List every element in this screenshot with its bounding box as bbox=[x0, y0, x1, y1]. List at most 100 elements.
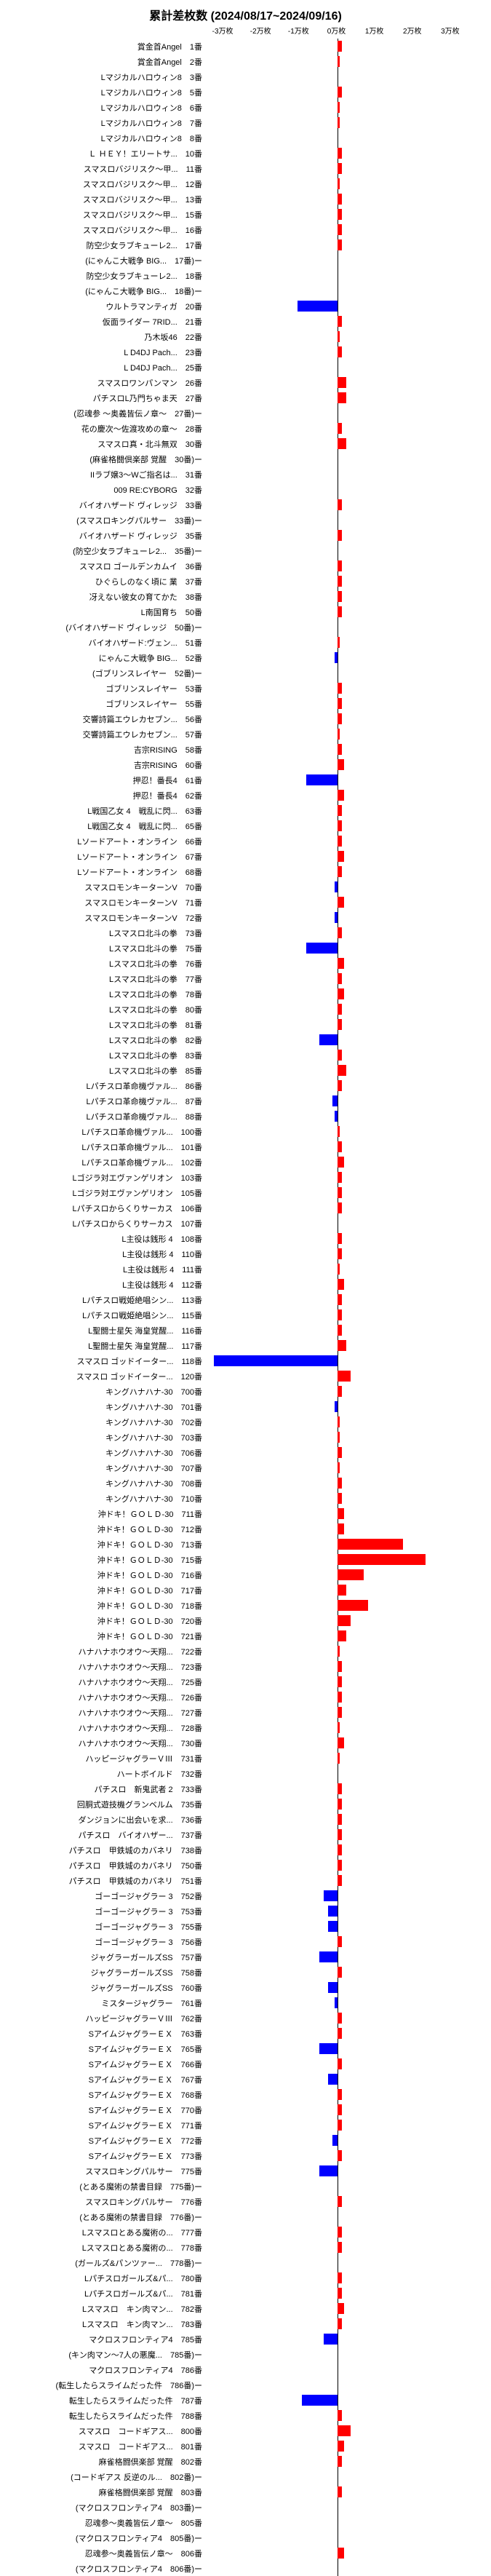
data-row: スマスロモンキーターンV 70番 bbox=[0, 879, 491, 895]
bar bbox=[338, 1340, 346, 1351]
bar bbox=[338, 1615, 351, 1626]
bar bbox=[338, 1309, 342, 1320]
data-row: (マクロスフロンティア4 806番)ー bbox=[0, 2561, 491, 2576]
data-row: ゴーゴージャグラー 3 755番 bbox=[0, 1919, 491, 1934]
row-label: (バイオハザード ヴィレッジ 50番)ー bbox=[0, 622, 205, 633]
row-label: 忍魂参〜奥義皆伝ノ章〜 805番 bbox=[0, 2517, 205, 2529]
data-row: スマスロバジリスク〜甲... 15番 bbox=[0, 207, 491, 222]
row-label: Lスマスロ北斗の拳 81番 bbox=[0, 1019, 205, 1031]
row-plot bbox=[205, 191, 469, 207]
row-plot bbox=[205, 2561, 469, 2576]
data-row: 転生したらスライムだった件 787番 bbox=[0, 2393, 491, 2408]
bar bbox=[335, 652, 337, 663]
data-row: Lマジカルハロウィン8 8番 bbox=[0, 130, 491, 146]
bar bbox=[338, 729, 340, 740]
row-plot bbox=[205, 1674, 469, 1689]
data-row: Lパチスロガールズ&パ... 781番 bbox=[0, 2286, 491, 2301]
data-row: Lゴジラ対エヴァンゲリオン 103番 bbox=[0, 1170, 491, 1185]
bar bbox=[338, 224, 342, 235]
row-label: (キン肉マン〜7人の悪魔... 785番)ー bbox=[0, 2349, 205, 2361]
data-row: パチスロ 甲鉄城のカバネリ 751番 bbox=[0, 1873, 491, 1888]
row-label: ひぐらしのなく頃に 業 37番 bbox=[0, 576, 205, 587]
bar bbox=[324, 2334, 337, 2345]
row-label: Lパチスロガールズ&パ... 780番 bbox=[0, 2272, 205, 2284]
row-plot bbox=[205, 1200, 469, 1216]
row-plot bbox=[205, 421, 469, 436]
row-label: Lスマスロ北斗の拳 76番 bbox=[0, 958, 205, 970]
chart-rows: 賞金首Angel 1番賞金首Angel 2番Lマジカルハロウィン8 3番Lマジカ… bbox=[0, 39, 491, 2576]
row-plot bbox=[205, 1644, 469, 1659]
row-label: (ゴブリンスレイヤー 52番)ー bbox=[0, 667, 205, 679]
data-row: キングハナハナ-30 702番 bbox=[0, 1414, 491, 1430]
data-row: Lパチスロ革命機ヴァル... 100番 bbox=[0, 1124, 491, 1139]
bar bbox=[338, 1875, 342, 1886]
data-row: ジャグラーガールズSS 757番 bbox=[0, 1949, 491, 1965]
row-plot bbox=[205, 925, 469, 940]
row-plot bbox=[205, 84, 469, 100]
row-plot bbox=[205, 176, 469, 191]
row-label: 交響詩篇エウレカセブン... 57番 bbox=[0, 729, 205, 740]
bar bbox=[298, 301, 337, 312]
row-plot bbox=[205, 1261, 469, 1277]
bar bbox=[338, 683, 342, 694]
row-label: ゴーゴージャグラー 3 756番 bbox=[0, 1936, 205, 1948]
row-label: Lマジカルハロウィン8 6番 bbox=[0, 102, 205, 114]
row-plot bbox=[205, 1231, 469, 1246]
row-plot bbox=[205, 298, 469, 314]
data-row: L主役は銭形 4 110番 bbox=[0, 1246, 491, 1261]
row-plot bbox=[205, 1017, 469, 1032]
data-row: L戦国乙女 4 戦乱に閃... 65番 bbox=[0, 818, 491, 833]
bar bbox=[338, 2089, 342, 2100]
data-row: ゴーゴージャグラー 3 752番 bbox=[0, 1888, 491, 1903]
row-plot bbox=[205, 2010, 469, 2026]
data-row: 沖ドキ！ＧＯＬＤ-30 716番 bbox=[0, 1567, 491, 1582]
row-label: キングハナハナ-30 710番 bbox=[0, 1493, 205, 1505]
bar bbox=[338, 377, 346, 388]
row-label: キングハナハナ-30 701番 bbox=[0, 1401, 205, 1413]
data-row: 交響詩篇エウレカセブン... 57番 bbox=[0, 726, 491, 742]
bar bbox=[338, 1676, 342, 1687]
data-row: Lスマスロ キン肉マン... 782番 bbox=[0, 2301, 491, 2316]
bar bbox=[338, 316, 342, 327]
row-label: Ｌ ＨＥＹ！エリートサ... 10番 bbox=[0, 148, 205, 159]
row-plot bbox=[205, 2530, 469, 2545]
row-plot bbox=[205, 2209, 469, 2224]
row-plot bbox=[205, 864, 469, 879]
row-label: ハナハナホウオウ〜天翔... 728番 bbox=[0, 1722, 205, 1734]
row-label: (ガールズ&パンツァー... 778番)ー bbox=[0, 2257, 205, 2269]
row-plot bbox=[205, 1766, 469, 1781]
row-plot bbox=[205, 833, 469, 849]
row-plot bbox=[205, 2301, 469, 2316]
bar bbox=[338, 1585, 346, 1596]
row-plot bbox=[205, 1430, 469, 1445]
bar bbox=[338, 1325, 342, 1336]
row-plot bbox=[205, 1445, 469, 1460]
bar bbox=[338, 1416, 340, 1427]
row-label: Lスマスロ北斗の拳 82番 bbox=[0, 1034, 205, 1046]
row-label: パチスロ 甲鉄城のカバネリ 751番 bbox=[0, 1875, 205, 1887]
row-plot bbox=[205, 1598, 469, 1613]
row-plot bbox=[205, 451, 469, 467]
data-row: にゃんこ大戦争 BIG... 52番 bbox=[0, 650, 491, 665]
row-plot bbox=[205, 1154, 469, 1170]
row-plot bbox=[205, 375, 469, 390]
row-label: L戦国乙女 4 戦乱に閃... 63番 bbox=[0, 805, 205, 817]
row-plot bbox=[205, 2393, 469, 2408]
bar bbox=[338, 1493, 342, 1504]
row-plot bbox=[205, 130, 469, 146]
bar bbox=[338, 1600, 368, 1611]
data-row: Lスマスロ北斗の拳 82番 bbox=[0, 1032, 491, 1047]
row-label: 冴えない彼女の育てかた 38番 bbox=[0, 591, 205, 603]
row-label: バイオハザード ヴィレッジ 33番 bbox=[0, 499, 205, 511]
row-plot bbox=[205, 726, 469, 742]
bar bbox=[338, 1523, 344, 1534]
row-label: 防空少女ラブキューレ2... 17番 bbox=[0, 239, 205, 251]
row-label: L D4DJ Pach... 23番 bbox=[0, 346, 205, 358]
bar bbox=[338, 637, 340, 648]
row-plot bbox=[205, 986, 469, 1002]
data-row: バイオハザード ヴィレッジ 35番 bbox=[0, 528, 491, 543]
bar bbox=[338, 1860, 342, 1871]
data-row: L D4DJ Pach... 25番 bbox=[0, 360, 491, 375]
row-label: ダンジョンに出会いを求... 736番 bbox=[0, 1814, 205, 1826]
data-row: ゴブリンスレイヤー 55番 bbox=[0, 696, 491, 711]
